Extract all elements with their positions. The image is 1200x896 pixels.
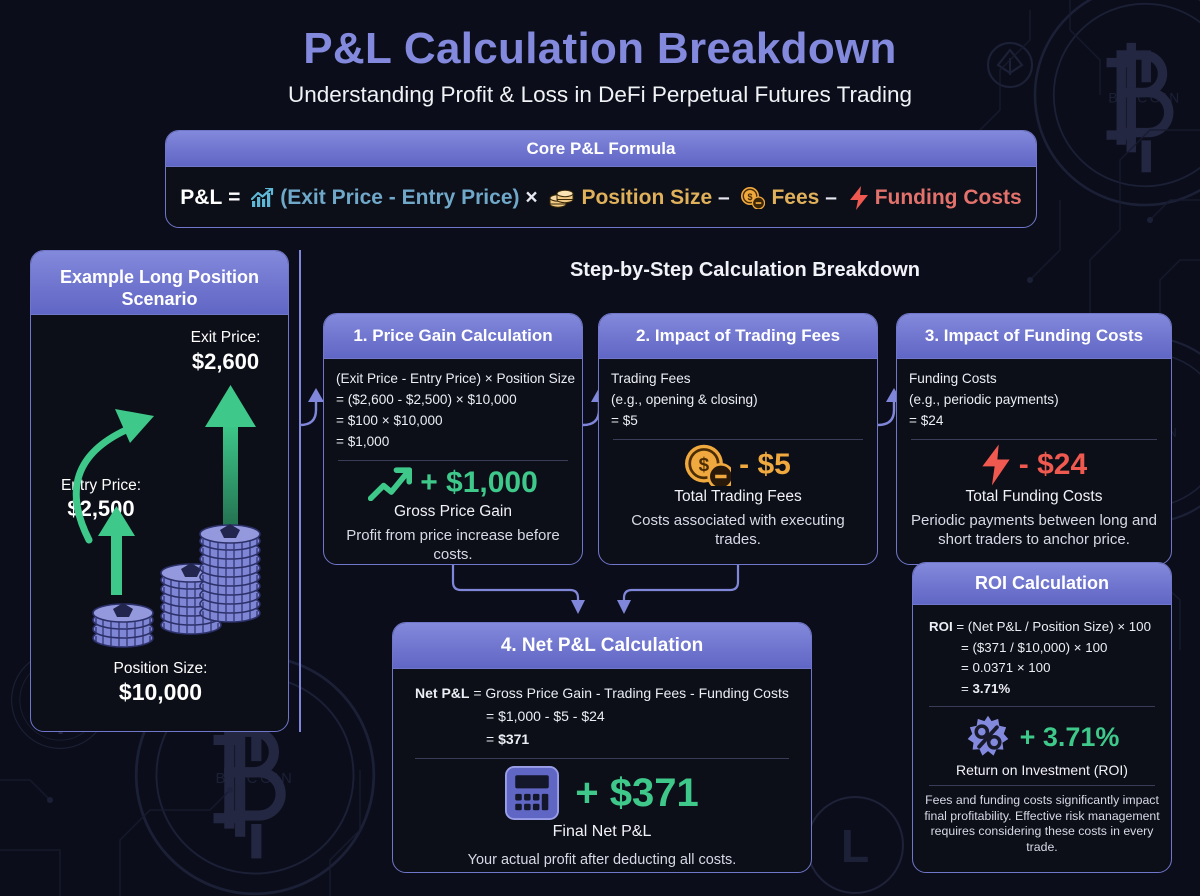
svg-text:$: $: [748, 192, 753, 202]
svg-text:L: L: [841, 820, 869, 872]
